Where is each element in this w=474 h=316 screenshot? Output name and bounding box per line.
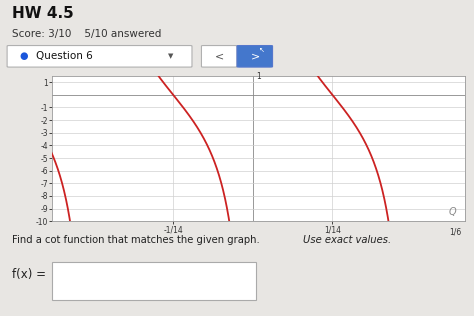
Text: f(x) =: f(x) =: [12, 268, 46, 281]
Text: Question 6: Question 6: [36, 51, 92, 61]
FancyBboxPatch shape: [237, 46, 273, 67]
Text: ●: ●: [19, 51, 27, 61]
Text: Use exact values.: Use exact values.: [303, 235, 392, 245]
Text: 1: 1: [256, 72, 261, 81]
Text: Q: Q: [449, 207, 456, 217]
Text: ↖: ↖: [259, 47, 265, 53]
Text: ▼: ▼: [168, 53, 173, 59]
FancyBboxPatch shape: [52, 262, 256, 300]
FancyBboxPatch shape: [201, 46, 237, 67]
Text: <: <: [215, 51, 224, 61]
Text: >: >: [250, 51, 260, 61]
Text: 1/6: 1/6: [449, 228, 461, 236]
FancyBboxPatch shape: [7, 46, 192, 67]
Text: HW 4.5: HW 4.5: [12, 6, 73, 21]
Text: Find a cot function that matches the given graph.: Find a cot function that matches the giv…: [12, 235, 263, 245]
Text: Score: 3/10    5/10 answered: Score: 3/10 5/10 answered: [12, 29, 161, 39]
